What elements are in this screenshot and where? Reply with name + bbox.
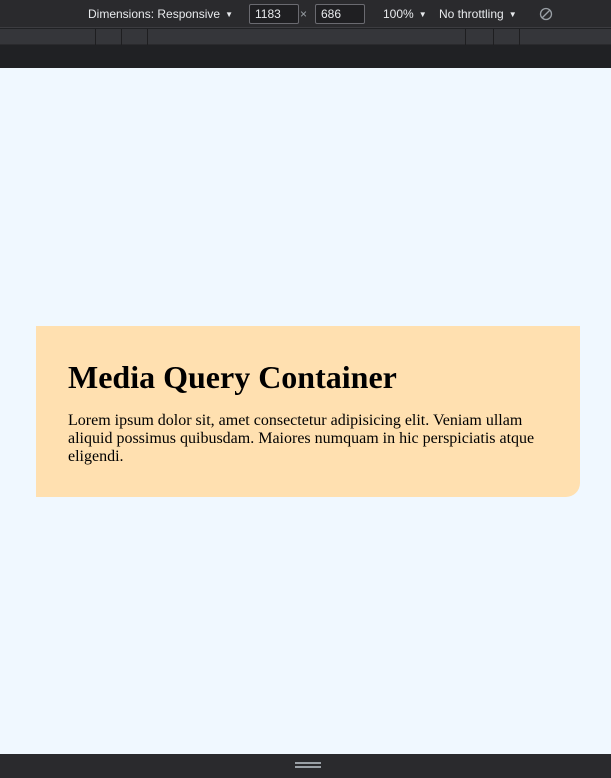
ruler-tick (519, 29, 520, 45)
device-toolbar: Dimensions: Responsive ▼ × 100% ▼ No thr… (0, 0, 611, 28)
chevron-down-icon: ▼ (508, 9, 517, 19)
ruler-tick (95, 29, 96, 45)
ruler-tick (493, 29, 494, 45)
width-input[interactable] (249, 4, 299, 24)
height-input[interactable] (315, 4, 365, 24)
times-icon: × (300, 7, 308, 21)
card-title: Media Query Container (68, 359, 397, 395)
dimensions-label: Dimensions: Responsive (88, 7, 221, 21)
chevron-down-icon: ▼ (225, 9, 233, 19)
dimensions-dropdown[interactable]: Dimensions: Responsive ▼ (88, 0, 233, 28)
zoom-label: 100% (383, 7, 414, 21)
ruler-tick (147, 29, 148, 45)
media-query-ruler[interactable] (0, 29, 611, 45)
chevron-down-icon: ▼ (418, 9, 427, 19)
viewport-top-gutter (0, 45, 611, 68)
rotate-icon[interactable] (539, 7, 553, 21)
ruler-tick (465, 29, 466, 45)
throttling-dropdown[interactable]: No throttling ▼ (439, 0, 517, 28)
zoom-dropdown[interactable]: 100% ▼ (383, 0, 427, 28)
throttling-label: No throttling (439, 7, 504, 21)
resize-handle-icon[interactable] (295, 762, 321, 770)
viewport-bottom-bar (0, 754, 611, 778)
ruler-tick (121, 29, 122, 45)
card-body-text: Lorem ipsum dolor sit, amet consectetur … (68, 412, 535, 465)
media-query-container: Media Query Container Lorem ipsum dolor … (36, 326, 580, 497)
page-viewport: Media Query Container Lorem ipsum dolor … (0, 68, 611, 754)
